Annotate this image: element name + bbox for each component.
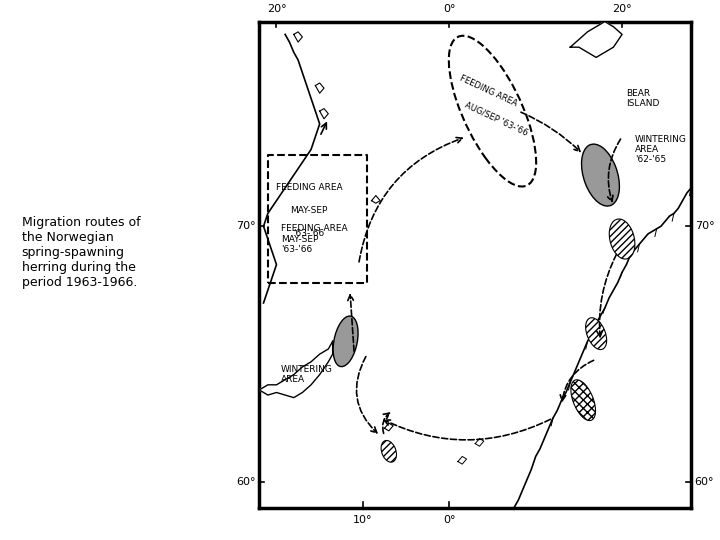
Ellipse shape [381,441,397,462]
Polygon shape [259,341,333,397]
Text: 10°: 10° [353,515,373,525]
Text: '63-'66: '63-'66 [293,230,325,238]
Ellipse shape [333,316,358,367]
Text: 0°: 0° [443,515,456,525]
Text: WINTERING
AREA: WINTERING AREA [281,365,333,384]
Text: MAY-SEP: MAY-SEP [290,206,328,215]
Ellipse shape [609,219,635,259]
Text: BEAR
ISLAND: BEAR ISLAND [626,89,660,108]
Text: FEEDING AREA: FEEDING AREA [276,184,342,192]
Text: 60°: 60° [236,477,256,487]
Ellipse shape [582,144,619,206]
Ellipse shape [571,380,595,421]
Text: Migration routes of
the Norwegian
spring-spawning
herring during the
period 1963: Migration routes of the Norwegian spring… [22,216,140,289]
Text: 20°: 20° [612,4,632,14]
Text: 70°: 70° [695,221,714,231]
Text: 60°: 60° [695,477,714,487]
Text: 20°: 20° [266,4,287,14]
Text: FEEDING AREA
MAY-SEP
'63-'66: FEEDING AREA MAY-SEP '63-'66 [281,224,348,254]
Polygon shape [570,22,622,57]
Text: AUG/SEP '63-'66: AUG/SEP '63-'66 [464,100,530,137]
Ellipse shape [585,318,607,349]
Text: FEEDING AREA: FEEDING AREA [458,73,518,108]
Text: WINTERING
AREA
'62-'65: WINTERING AREA '62-'65 [635,134,687,164]
Text: 0°: 0° [443,4,456,14]
Text: 70°: 70° [236,221,256,231]
